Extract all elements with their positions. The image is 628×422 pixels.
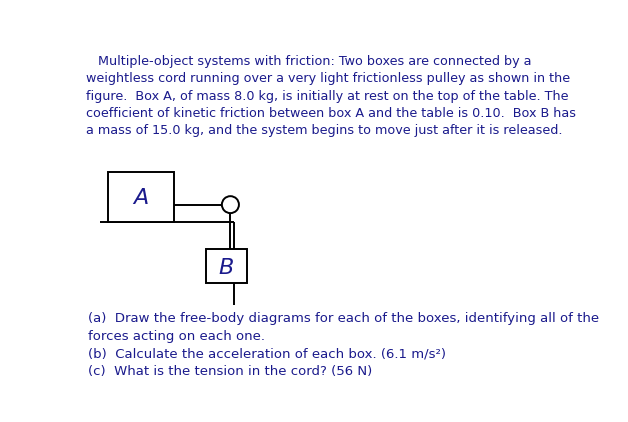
Text: Multiple-object systems with friction: Two boxes are connected by a
weightless c: Multiple-object systems with friction: T… (86, 55, 577, 137)
Bar (207, 249, 247, 283)
Circle shape (222, 196, 239, 213)
Bar (108, 172, 174, 222)
Text: (a)  Draw the free-body diagrams for each of the boxes, identifying all of the
f: (a) Draw the free-body diagrams for each… (88, 312, 599, 378)
Text: B: B (219, 258, 234, 278)
Text: A: A (133, 189, 148, 208)
